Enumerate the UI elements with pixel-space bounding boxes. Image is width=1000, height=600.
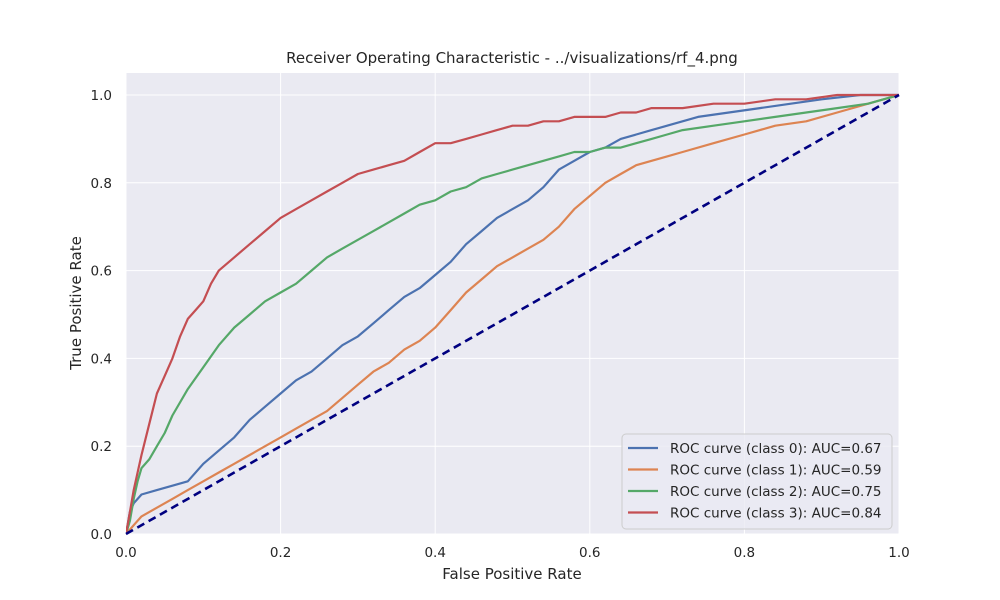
legend-entry-class-3: ROC curve (class 3): AUC=0.84 [670, 506, 882, 522]
y-tick-label: 1.0 [91, 88, 112, 104]
x-tick-label: 0.4 [424, 545, 445, 561]
y-tick-label: 0.4 [91, 351, 112, 367]
y-tick-label: 0.8 [91, 176, 112, 192]
x-axis-label: False Positive Rate [442, 565, 581, 583]
x-tick-label: 1.0 [888, 545, 909, 561]
ticks: 0.0 0.2 0.4 0.6 0.8 1.0 0.0 0.2 0.4 0.6 0.8 1.0 [91, 88, 910, 561]
y-tick-label: 0.2 [91, 439, 112, 455]
reference-diagonal-line [125, 93, 900, 536]
x-tick-label: 0.8 [734, 545, 755, 561]
legend-box [621, 433, 893, 530]
legend-entry-class-1: ROC curve (class 1): AUC=0.59 [670, 463, 882, 479]
x-tick-label: 0.2 [270, 545, 291, 561]
legend-entry-class-0: ROC curve (class 0): AUC=0.67 [670, 441, 882, 457]
roc-curve-class-3 [126, 93, 899, 534]
y-axis-label: True Positive Rate [67, 236, 85, 371]
chart-title: Receiver Operating Characteristic - ../v… [286, 49, 738, 68]
legend: ROC curve (class 0): AUC=0.67 ROC curve (… [621, 433, 893, 530]
legend-entry-class-2: ROC curve (class 2): AUC=0.75 [670, 484, 882, 500]
grid [125, 73, 900, 535]
roc-curve-class-0 [126, 93, 899, 534]
series-layer [125, 93, 900, 536]
roc-curve-class-2 [126, 93, 899, 534]
y-tick-label: 0.0 [91, 527, 112, 543]
y-tick-label: 0.6 [91, 264, 112, 280]
roc-curve-class-1 [126, 93, 899, 534]
x-tick-label: 0.6 [579, 545, 600, 561]
x-tick-label: 0.0 [115, 545, 136, 561]
